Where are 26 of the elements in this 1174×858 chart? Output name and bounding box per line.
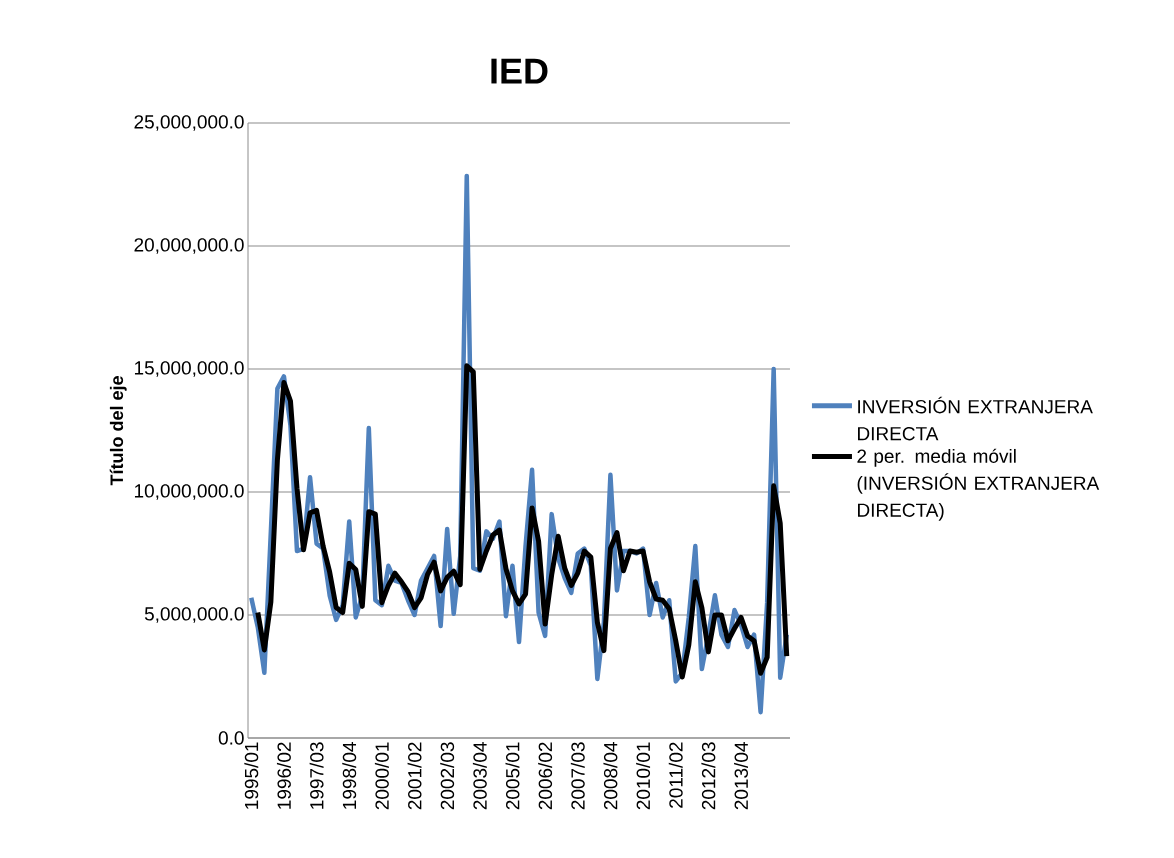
y-tick-label: 5,000,000.0 [144, 607, 244, 623]
legend-label: INVERSIÓN EXTRANJERA DIRECTA [858, 396, 1093, 441]
x-tick-label: 2013/04 [734, 742, 748, 810]
y-tick-label: 10,000,000.0 [134, 484, 244, 500]
x-tick-label: 2002/03 [440, 742, 455, 810]
legend-label: 2 per. media móvil (INVERSIÓN EXTRANJERA DIRECTA) [857, 448, 1100, 521]
x-tick-label: 2007/03 [570, 742, 585, 810]
x-tick-label: 1998/04 [342, 742, 357, 809]
y-tick-label: 25,000,000.0 [134, 115, 244, 131]
x-tick-label: 2011/02 [668, 742, 683, 808]
x-tick-label: 1997/03 [309, 742, 324, 809]
x-tick-label: 2010/01 [636, 742, 651, 810]
x-tick-label: 1996/02 [276, 742, 291, 809]
x-tick-label: 2006/02 [538, 742, 553, 810]
x-tick-label: 2000/01 [374, 742, 389, 810]
x-tick-label: 2003/04 [472, 742, 487, 810]
chart-title: IED [491, 58, 548, 84]
x-tick-label: 2005/01 [505, 742, 520, 810]
y-tick-label: 20,000,000.0 [134, 238, 244, 254]
x-tick-label: 1995/01 [244, 742, 259, 809]
y-tick-label: 0.0 [218, 731, 244, 745]
x-tick-label: 2008/04 [603, 742, 618, 810]
y-axis-title: Título del eje [109, 376, 127, 486]
x-tick-label: 2001/02 [407, 742, 422, 810]
y-tick-label: 15,000,000.0 [134, 361, 244, 377]
x-tick-label: 2012/03 [701, 742, 716, 810]
